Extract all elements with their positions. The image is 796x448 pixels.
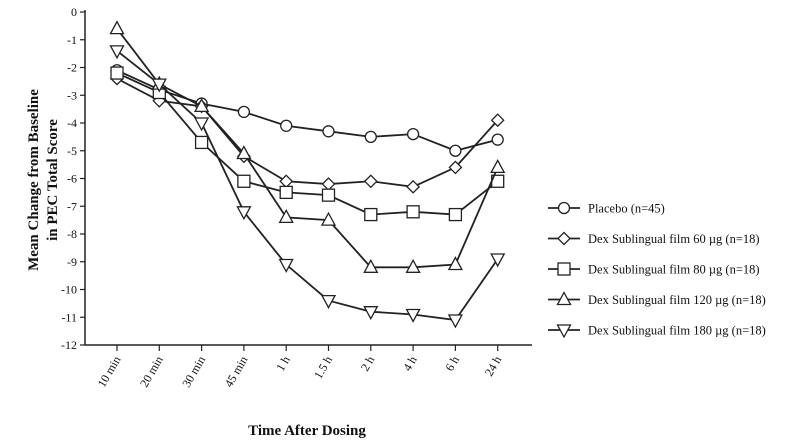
square-marker: [110, 66, 124, 80]
diamond-marker: [448, 160, 463, 175]
triangle-down-marker: [151, 78, 167, 93]
circle-marker: [449, 144, 462, 157]
triangle-down-marker: [320, 294, 337, 309]
y-tick-label: -7: [67, 199, 77, 213]
legend-circle-icon: [557, 201, 571, 215]
diamond-marker: [363, 174, 378, 189]
x-tick-label: 30 min: [179, 354, 208, 390]
square-marker: [448, 207, 463, 222]
triangle-up-marker: [363, 258, 379, 273]
triangle-up-marker: [447, 256, 463, 271]
y-tick-label: -11: [61, 310, 77, 324]
series-triangle-down: [109, 45, 506, 329]
y-axis-label-line-1: Mean Change from Baseline: [26, 89, 42, 271]
triangle-up-marker: [236, 145, 252, 160]
x-tick-label: 10 min: [95, 354, 124, 390]
y-axis: 0 -1 -2 -3 -4 -5 -6 -7 -8 -9 -10 -11 -12: [61, 5, 86, 352]
y-axis-label-line-2: in PEC Total Score: [45, 119, 61, 241]
diamond-marker: [406, 179, 421, 194]
legend-diamond-icon: [557, 231, 571, 246]
legend-item: Dex Sublingual film 180 µg (n=18): [548, 324, 766, 339]
circle-marker: [491, 133, 504, 146]
triangle-up-marker: [194, 97, 210, 112]
square-marker: [321, 188, 336, 202]
circle-marker: [280, 119, 293, 132]
series-square: [110, 66, 505, 222]
series-line: [116, 50, 499, 321]
circle-marker: [322, 125, 335, 138]
triangle-up-marker: [109, 20, 125, 35]
x-tick-label: 1.5 h: [311, 354, 335, 382]
circle-marker: [406, 127, 420, 141]
square-marker: [279, 185, 293, 200]
square-marker: [364, 207, 378, 222]
series-line: [116, 72, 499, 216]
y-tick-label: -12: [61, 338, 77, 352]
y-tick-label: -6: [67, 172, 77, 186]
y-tick-label: -3: [67, 88, 77, 102]
triangle-down-marker: [363, 306, 379, 321]
square-marker: [406, 205, 420, 219]
y-tick-label: -5: [67, 144, 77, 158]
legend-label: Dex Sublingual film 60 µg (n=18): [588, 232, 760, 246]
series-circle: [110, 64, 504, 157]
series-line: [116, 69, 498, 152]
y-axis-label: Mean Change from Baseline in PEC Total S…: [26, 89, 61, 271]
series-triangle-up: [109, 20, 506, 273]
legend-item: Placebo (n=45): [548, 202, 665, 216]
legend-square-icon: [557, 262, 571, 276]
triangle-down-marker: [194, 117, 210, 132]
legend-triangle-up-icon: [556, 291, 572, 306]
x-tick-label: 45 min: [222, 354, 251, 390]
x-tick-label: 24 h: [482, 354, 505, 379]
series-group: [109, 20, 506, 329]
circle-marker: [237, 105, 251, 119]
x-axis: 10 min 20 min 30 min 45 min 1 h 1.5 h 2 h 4 h 6 …: [85, 344, 532, 390]
y-tick-label: -2: [67, 61, 77, 75]
square-marker: [237, 174, 251, 188]
legend: Placebo (n=45) Dex Sublingual film 60 µg …: [548, 202, 766, 339]
legend-triangle-down-icon: [556, 324, 572, 339]
triangle-down-marker: [278, 258, 294, 273]
x-axis-label: Time After Dosing: [248, 423, 366, 439]
legend-label: Dex Sublingual film 180 µg (n=18): [588, 324, 766, 338]
legend-label: Dex Sublingual film 80 µg (n=18): [588, 263, 760, 277]
triangle-up-marker: [490, 159, 506, 174]
triangle-up-marker: [320, 211, 337, 226]
x-tick-label: 20 min: [137, 354, 166, 390]
triangle-down-marker: [109, 45, 125, 60]
legend-item: Dex Sublingual film 60 µg (n=18): [548, 231, 760, 246]
diamond-marker: [279, 174, 294, 189]
legend-label: Dex Sublingual film 120 µg (n=18): [588, 293, 766, 307]
legend-label: Placebo (n=45): [588, 202, 665, 216]
circle-marker: [364, 130, 377, 144]
y-tick-label: -9: [67, 255, 77, 269]
triangle-down-marker: [236, 206, 252, 221]
y-tick-label: -4: [67, 116, 77, 130]
legend-item: Dex Sublingual film 120 µg (n=18): [548, 291, 766, 307]
diamond-marker: [321, 177, 336, 191]
triangle-down-marker: [447, 314, 463, 329]
x-tick-label: 2 h: [358, 354, 378, 374]
triangle-up-marker: [278, 208, 294, 224]
legend-item: Dex Sublingual film 80 µg (n=18): [548, 262, 760, 277]
diamond-marker: [490, 113, 505, 128]
series-line: [116, 28, 499, 269]
y-tick-label: -8: [67, 227, 77, 241]
x-tick-label: 6 h: [442, 354, 462, 374]
square-marker: [194, 135, 209, 150]
y-tick-label: -1: [67, 33, 77, 47]
y-tick-label: -10: [61, 283, 77, 297]
x-tick-label: 1 h: [273, 354, 293, 374]
triangle-down-marker: [405, 308, 421, 323]
triangle-down-marker: [490, 253, 506, 268]
x-tick-label: 4 h: [400, 354, 420, 374]
triangle-up-marker: [405, 258, 421, 273]
y-tick-label: 0: [71, 5, 77, 19]
